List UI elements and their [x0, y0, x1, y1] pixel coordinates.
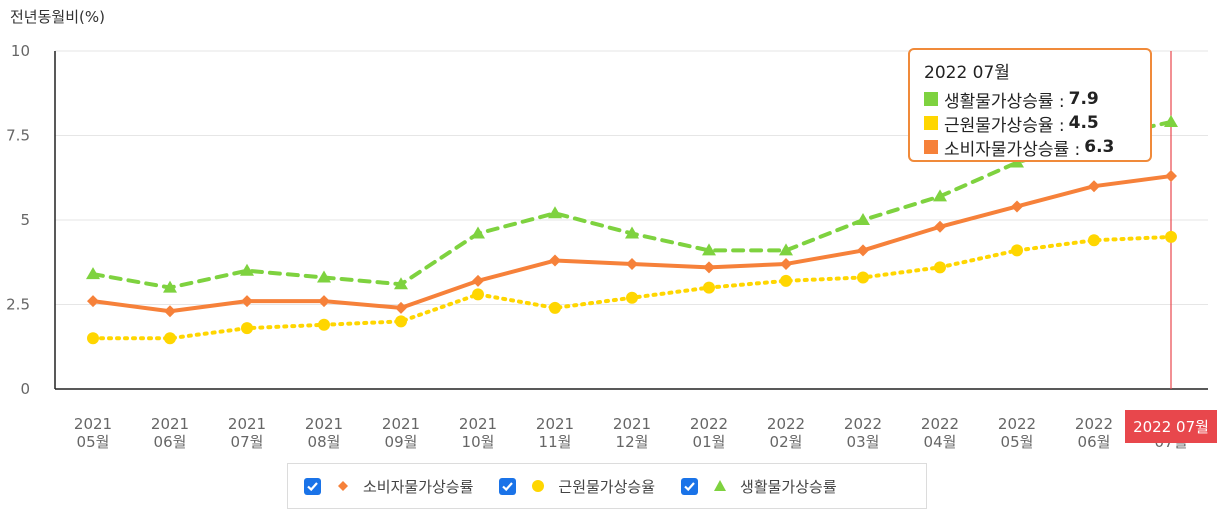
data-point-diamond	[164, 305, 176, 318]
y-axis-unit-label: 전년동월비(%)	[10, 8, 105, 26]
data-point-circle	[1011, 244, 1023, 257]
legend-label: 소비자물가상승률	[363, 477, 474, 496]
cpi-swatch-icon	[924, 140, 938, 154]
tooltip-value: 7.9	[1068, 89, 1099, 109]
legend-item-living[interactable]: 생활물가상승률	[681, 476, 837, 497]
data-point-triangle	[1164, 114, 1178, 127]
data-point-diamond	[472, 274, 484, 287]
data-point-triangle	[548, 206, 562, 219]
x-tick-label: 2021 10월	[459, 415, 497, 451]
data-point-circle	[318, 318, 330, 331]
legend-item-core[interactable]: 근원물가상승율	[499, 476, 655, 497]
data-point-triangle	[702, 243, 716, 256]
y-tick-label: 10	[11, 42, 30, 60]
data-point-diamond	[934, 220, 946, 233]
tooltip-title: 2022 07월	[924, 63, 1010, 83]
data-point-diamond	[1011, 200, 1023, 213]
data-point-triangle	[933, 189, 947, 202]
x-tick-label: 2022 03월	[844, 415, 882, 451]
data-point-diamond	[703, 261, 715, 274]
x-tick-label: 2021 07월	[228, 415, 266, 451]
y-tick-label: 0	[20, 380, 30, 398]
diamond-icon	[335, 478, 351, 494]
highlight-x-label: 2022 07월	[1125, 410, 1217, 443]
data-point-circle	[549, 301, 561, 314]
data-point-circle	[241, 322, 253, 335]
legend-label: 근원물가상승율	[558, 477, 656, 496]
data-point-diamond	[1165, 170, 1177, 183]
x-tick-label: 2022 02월	[767, 415, 805, 451]
tooltip-row-cpi: 소비자물가상승률 : 6.3	[924, 135, 1136, 160]
tooltip-value: 6.3	[1084, 137, 1115, 157]
hover-tooltip: 2022 07월 생활물가상승률 : 7.9 근원물가상승율 : 4.5 소비자…	[908, 48, 1152, 162]
x-tick-label: 2022 06월	[1075, 415, 1113, 451]
data-point-circle	[857, 271, 869, 284]
highlight-x-label-text: 2022 07월	[1133, 418, 1209, 436]
core-swatch-icon	[924, 116, 938, 130]
data-point-circle	[1165, 230, 1177, 243]
data-point-triangle	[394, 277, 408, 290]
x-tick-label: 2021 08월	[305, 415, 343, 451]
x-tick-label: 2021 12월	[613, 415, 651, 451]
data-point-circle	[703, 281, 715, 294]
checkbox-checked-icon[interactable]	[499, 477, 517, 495]
tooltip-row-core: 근원물가상승율 : 4.5	[924, 111, 1136, 136]
data-point-circle	[934, 261, 946, 274]
living-swatch-icon	[924, 92, 938, 106]
x-tick-label: 2022 01월	[690, 415, 728, 451]
data-point-diamond	[626, 257, 638, 270]
data-point-triangle	[471, 226, 485, 239]
circle-icon	[530, 478, 546, 494]
x-tick-label: 2021 11월	[536, 415, 574, 451]
checkbox-checked-icon[interactable]	[304, 477, 321, 495]
data-point-triangle	[317, 270, 331, 283]
series-line-1	[91, 234, 1173, 341]
tooltip-row-living: 생활물가상승률 : 7.9	[924, 87, 1136, 112]
y-tick-label: 7.5	[6, 127, 30, 145]
chart-legend: 소비자물가상승률 근원물가상승율 생활물가상승률	[287, 463, 927, 509]
data-point-triangle	[856, 213, 870, 225]
triangle-icon	[712, 478, 728, 494]
data-point-diamond	[1088, 180, 1100, 193]
data-point-circle	[472, 288, 484, 301]
checkbox-checked-icon[interactable]	[681, 477, 699, 495]
data-point-diamond	[241, 295, 253, 308]
x-tick-label: 2021 09월	[382, 415, 420, 451]
data-point-triangle	[86, 267, 100, 280]
x-tick-label: 2021 05월	[74, 415, 112, 451]
data-point-diamond	[549, 254, 561, 267]
tooltip-label: 근원물가상승율 :	[944, 115, 1065, 136]
data-point-circle	[87, 332, 99, 345]
x-tick-label: 2022 05월	[998, 415, 1036, 451]
data-point-circle	[395, 315, 407, 328]
tooltip-label: 소비자물가상승률 :	[944, 139, 1081, 160]
y-tick-label: 5	[20, 211, 30, 229]
data-point-diamond	[318, 295, 330, 308]
data-point-triangle	[163, 280, 177, 293]
line-chart: 0 2.5 5 7.5 10 2021 05월 2021 06월 2021 07월 2021 08월 20…	[6, 42, 1217, 451]
data-point-triangle	[625, 226, 639, 239]
data-point-diamond	[857, 244, 869, 257]
data-point-triangle	[240, 263, 254, 276]
tooltip-value: 4.5	[1068, 113, 1099, 133]
x-tick-label: 2022 04월	[921, 415, 959, 451]
legend-item-cpi[interactable]: 소비자물가상승률	[304, 476, 473, 497]
highlight-x-label-box	[1125, 410, 1217, 443]
data-point-circle	[1088, 234, 1100, 247]
x-tick-label: 2021 06월	[151, 415, 189, 451]
series-line-0	[91, 174, 1173, 314]
data-point-circle	[164, 332, 176, 345]
y-tick-label: 2.5	[6, 296, 30, 314]
data-point-circle	[626, 291, 638, 304]
data-point-diamond	[395, 301, 407, 314]
data-point-diamond	[87, 295, 99, 308]
data-point-diamond	[780, 257, 792, 270]
legend-label: 생활물가상승률	[740, 477, 837, 496]
data-point-circle	[780, 274, 792, 287]
tooltip-label: 생활물가상승률 :	[944, 91, 1065, 112]
data-point-triangle	[779, 243, 793, 256]
